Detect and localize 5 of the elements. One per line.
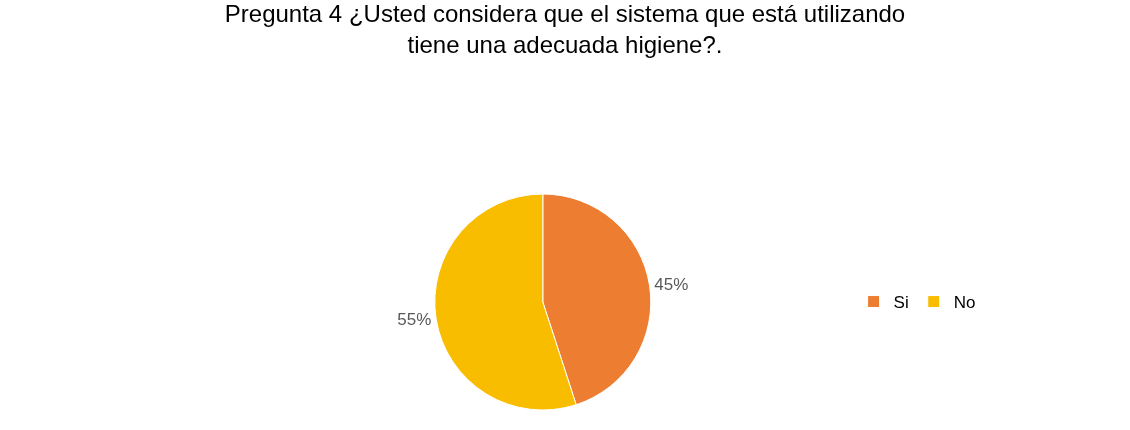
legend-label: Si	[893, 293, 909, 313]
data-label: 45%	[654, 275, 689, 295]
legend-label: No	[953, 293, 976, 313]
data-label: 55%	[397, 309, 432, 329]
chart-title: Pregunta 4 ¿Usted considera que el sistema que está utilizando tiene una adecuada higiene?.	[224, 0, 906, 58]
